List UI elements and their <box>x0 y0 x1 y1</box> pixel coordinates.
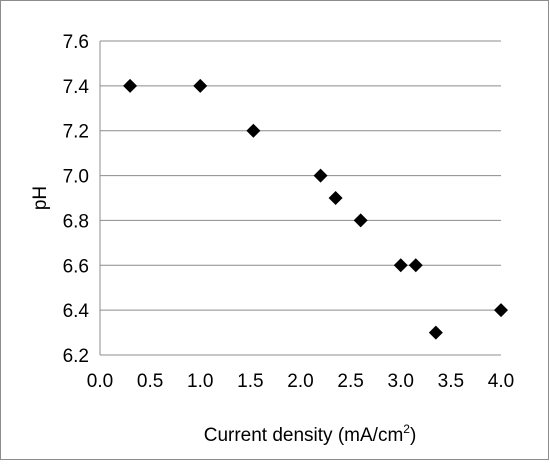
x-axis-label-superscript: 2 <box>403 422 410 436</box>
y-tick-label: 6.8 <box>63 211 89 232</box>
data-point <box>313 168 328 183</box>
x-tick-label: 4.0 <box>488 371 514 392</box>
x-axis-label: Current density (mA/cm2) <box>204 422 417 446</box>
data-point <box>393 258 408 273</box>
y-axis-label: pH <box>30 186 51 210</box>
y-tick-labels: 7.6 7.4 7.2 7.0 6.8 6.6 6.4 6.2 <box>63 32 90 367</box>
x-tick-label: 0.5 <box>137 371 163 392</box>
x-tick-label: 3.5 <box>438 371 464 392</box>
data-point <box>328 191 343 205</box>
x-tick-label: 2.0 <box>287 371 313 392</box>
x-tick-label: 3.0 <box>388 371 414 392</box>
data-point <box>123 78 138 93</box>
x-tick-label: 2.5 <box>337 371 363 392</box>
data-point <box>353 213 368 228</box>
y-tick-label: 7.6 <box>63 32 89 53</box>
gridlines <box>100 40 501 311</box>
data-point <box>428 325 443 340</box>
data-point <box>408 258 423 273</box>
y-tick-label: 7.2 <box>63 122 89 143</box>
x-tick-label: 0.0 <box>87 371 113 392</box>
data-point <box>246 123 261 138</box>
y-tick-label: 7.4 <box>63 77 90 98</box>
y-tick-label: 6.2 <box>63 346 89 367</box>
x-tick-label: 1.5 <box>237 371 263 392</box>
data-point <box>494 303 508 318</box>
data-point <box>193 78 208 93</box>
y-tick-label: 6.6 <box>63 256 89 277</box>
x-tick-label: 1.0 <box>187 371 213 392</box>
x-tick-labels: 0.0 0.5 1.0 1.5 2.0 2.5 3.0 3.5 4.0 <box>87 371 514 392</box>
data-points <box>123 78 508 340</box>
y-tick-label: 6.4 <box>63 301 90 322</box>
y-tick-label: 7.0 <box>63 167 89 188</box>
axes <box>99 41 501 356</box>
x-axis-label-main: Current density (mA/cm <box>204 425 404 446</box>
x-axis-label-close: ) <box>410 425 416 446</box>
